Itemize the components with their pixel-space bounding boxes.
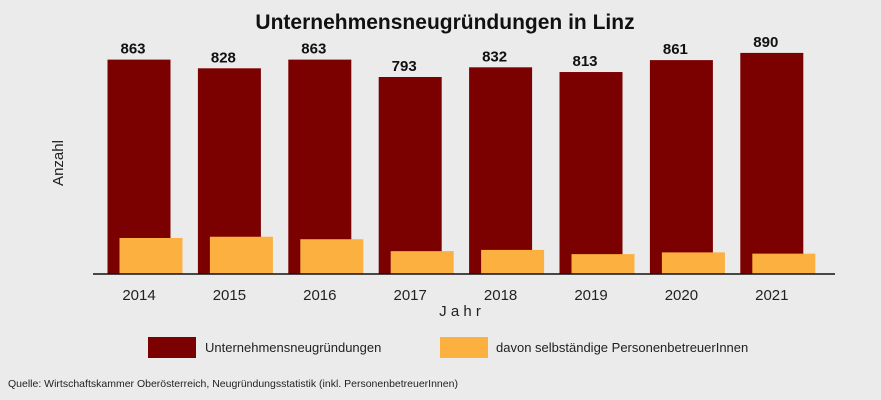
legend-label-personenbetreuerinnen: davon selbständige PersonenbetreuerInnen xyxy=(496,340,748,355)
chart-title: Unternehmensneugründungen in Linz xyxy=(255,11,634,34)
bar-personenbetreuerinnen-2017 xyxy=(390,251,454,274)
bar-personenbetreuerinnen-2019 xyxy=(571,254,635,274)
data-label-2021: 890 xyxy=(753,34,778,51)
x-tick-2018: 2018 xyxy=(484,287,517,304)
bar-unternehmensneugruendungen-2019 xyxy=(559,72,623,274)
x-tick-labels: 2014 2015 2016 2017 2018 2019 2020 2021 xyxy=(122,287,788,304)
data-label-2018: 832 xyxy=(482,48,507,65)
x-axis-title: J a h r xyxy=(439,303,481,320)
x-tick-2019: 2019 xyxy=(574,287,607,304)
data-label-2020: 861 xyxy=(663,41,688,58)
legend: Unternehmensneugründungen davon selbstän… xyxy=(148,337,748,358)
bar-personenbetreuerinnen-2018 xyxy=(481,249,545,274)
data-label-2014: 863 xyxy=(120,41,145,58)
x-tick-2017: 2017 xyxy=(394,287,427,304)
bar-personenbetreuerinnen-2014 xyxy=(119,237,183,274)
data-label-2016: 863 xyxy=(301,41,326,58)
legend-swatch-personenbetreuerinnen xyxy=(440,337,488,358)
data-label-2017: 793 xyxy=(392,58,417,75)
bar-unternehmensneugruendungen-2018 xyxy=(469,67,533,274)
bar-personenbetreuerinnen-2016 xyxy=(300,239,364,274)
x-tick-2020: 2020 xyxy=(665,287,698,304)
data-label-2015: 828 xyxy=(211,49,236,66)
bar-unternehmensneugruendungen-2021 xyxy=(740,52,804,275)
bar-personenbetreuerinnen-2015 xyxy=(209,236,273,274)
bar-unternehmensneugruendungen-2016 xyxy=(288,59,352,274)
source-note: Quelle: Wirtschaftskammer Oberösterreich… xyxy=(8,378,458,390)
y-axis-title: Anzahl xyxy=(50,140,67,186)
legend-swatch-unternehmensneugruendungen xyxy=(148,337,196,358)
legend-label-unternehmensneugruendungen: Unternehmensneugründungen xyxy=(205,340,381,355)
bar-personenbetreuerinnen-2020 xyxy=(661,252,725,274)
bar-personenbetreuerinnen-2021 xyxy=(752,253,816,274)
x-tick-2016: 2016 xyxy=(303,287,336,304)
bars-group: 863 828 863 793 832 813 861 890 xyxy=(107,34,816,275)
bar-unternehmensneugruendungen-2020 xyxy=(649,60,713,275)
data-label-2019: 813 xyxy=(572,53,597,70)
bar-unternehmensneugruendungen-2017 xyxy=(378,77,442,274)
x-tick-2015: 2015 xyxy=(213,287,246,304)
x-tick-2014: 2014 xyxy=(122,287,155,304)
x-tick-2021: 2021 xyxy=(755,287,788,304)
